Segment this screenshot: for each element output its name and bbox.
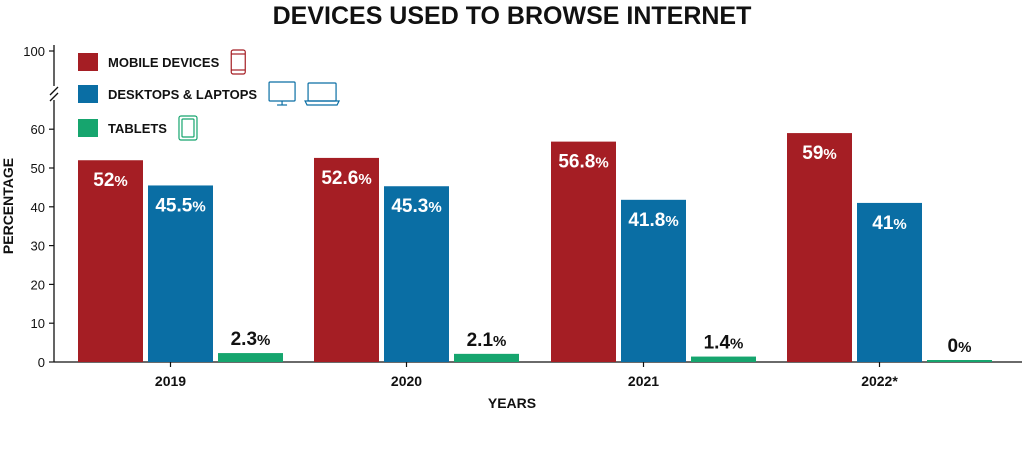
bar-tablet-2022 <box>927 360 992 362</box>
bar-desktop-laptop-2021 <box>621 199 686 362</box>
data-label: 0% <box>948 336 972 357</box>
y-tick-label: 50 <box>31 161 45 176</box>
y-axis-break-mark <box>49 92 59 102</box>
bar-tablet-2019 <box>218 353 283 362</box>
legend: MOBILE DEVICES DESKTOPS & LAPTOPS TABLETS <box>78 49 341 141</box>
y-axis-label: PERCENTAGE <box>0 158 16 254</box>
x-tick-label: 2019 <box>155 373 186 389</box>
x-tick-label: 2022* <box>861 373 898 389</box>
y-tick-label: 10 <box>31 316 45 331</box>
bar-tablet-2021 <box>691 356 756 362</box>
axes-group: 0 10 20 30 40 50 60 100 2019 2020 2021 2022* <box>23 44 1022 389</box>
desktop-laptop-icon <box>268 81 341 106</box>
bar-smartphone-2022 <box>787 133 852 362</box>
bar-desktop-laptop-2020 <box>384 186 449 362</box>
y-tick-label: 60 <box>31 122 45 137</box>
bar-smartphone-2019 <box>78 160 143 362</box>
data-label: 41.8% <box>628 210 678 231</box>
data-label: 1.4% <box>704 333 744 354</box>
legend-swatch <box>78 119 98 137</box>
bar-smartphone-2020 <box>314 157 379 362</box>
bar-desktop-laptop-2019 <box>148 185 213 362</box>
bar-tablet-2020 <box>454 353 519 362</box>
data-label: 45.5% <box>155 195 205 216</box>
data-label: 2.1% <box>467 330 507 351</box>
bar-smartphone-2021 <box>551 141 616 362</box>
data-label: 2.3% <box>231 329 271 350</box>
data-label: 59% <box>802 143 836 164</box>
legend-label: MOBILE DEVICES <box>108 55 220 70</box>
legend-swatch <box>78 53 98 71</box>
bars-group: 52% 45.5% 2.3% 52.6% 45.3% 2.1% 56.8% 41.8% 1.4%… <box>78 133 992 362</box>
y-tick-label: 40 <box>31 200 45 215</box>
data-label: 56.8% <box>558 152 608 173</box>
tablet-icon <box>178 115 198 141</box>
data-label: 41% <box>872 213 906 234</box>
data-label: 52.6% <box>321 168 371 189</box>
chart-title: DEVICES USED TO BROWSE INTERNET <box>273 2 752 30</box>
legend-label: DESKTOPS & LAPTOPS <box>108 87 257 102</box>
y-tick-label: 0 <box>38 355 45 370</box>
y-tick-label: 100 <box>23 44 45 59</box>
y-tick-label: 20 <box>31 277 45 292</box>
legend-label: TABLETS <box>108 121 167 136</box>
y-tick-label: 30 <box>31 239 45 254</box>
legend-swatch <box>78 85 98 103</box>
x-tick-label: 2021 <box>628 373 659 389</box>
data-label: 52% <box>93 170 127 191</box>
smartphone-icon <box>230 49 246 75</box>
data-label: 45.3% <box>391 196 441 217</box>
x-tick-label: 2020 <box>391 373 422 389</box>
x-axis-label: YEARS <box>488 395 536 411</box>
bar-desktop-laptop-2022 <box>857 202 922 362</box>
y-axis-break-mark <box>49 86 59 96</box>
